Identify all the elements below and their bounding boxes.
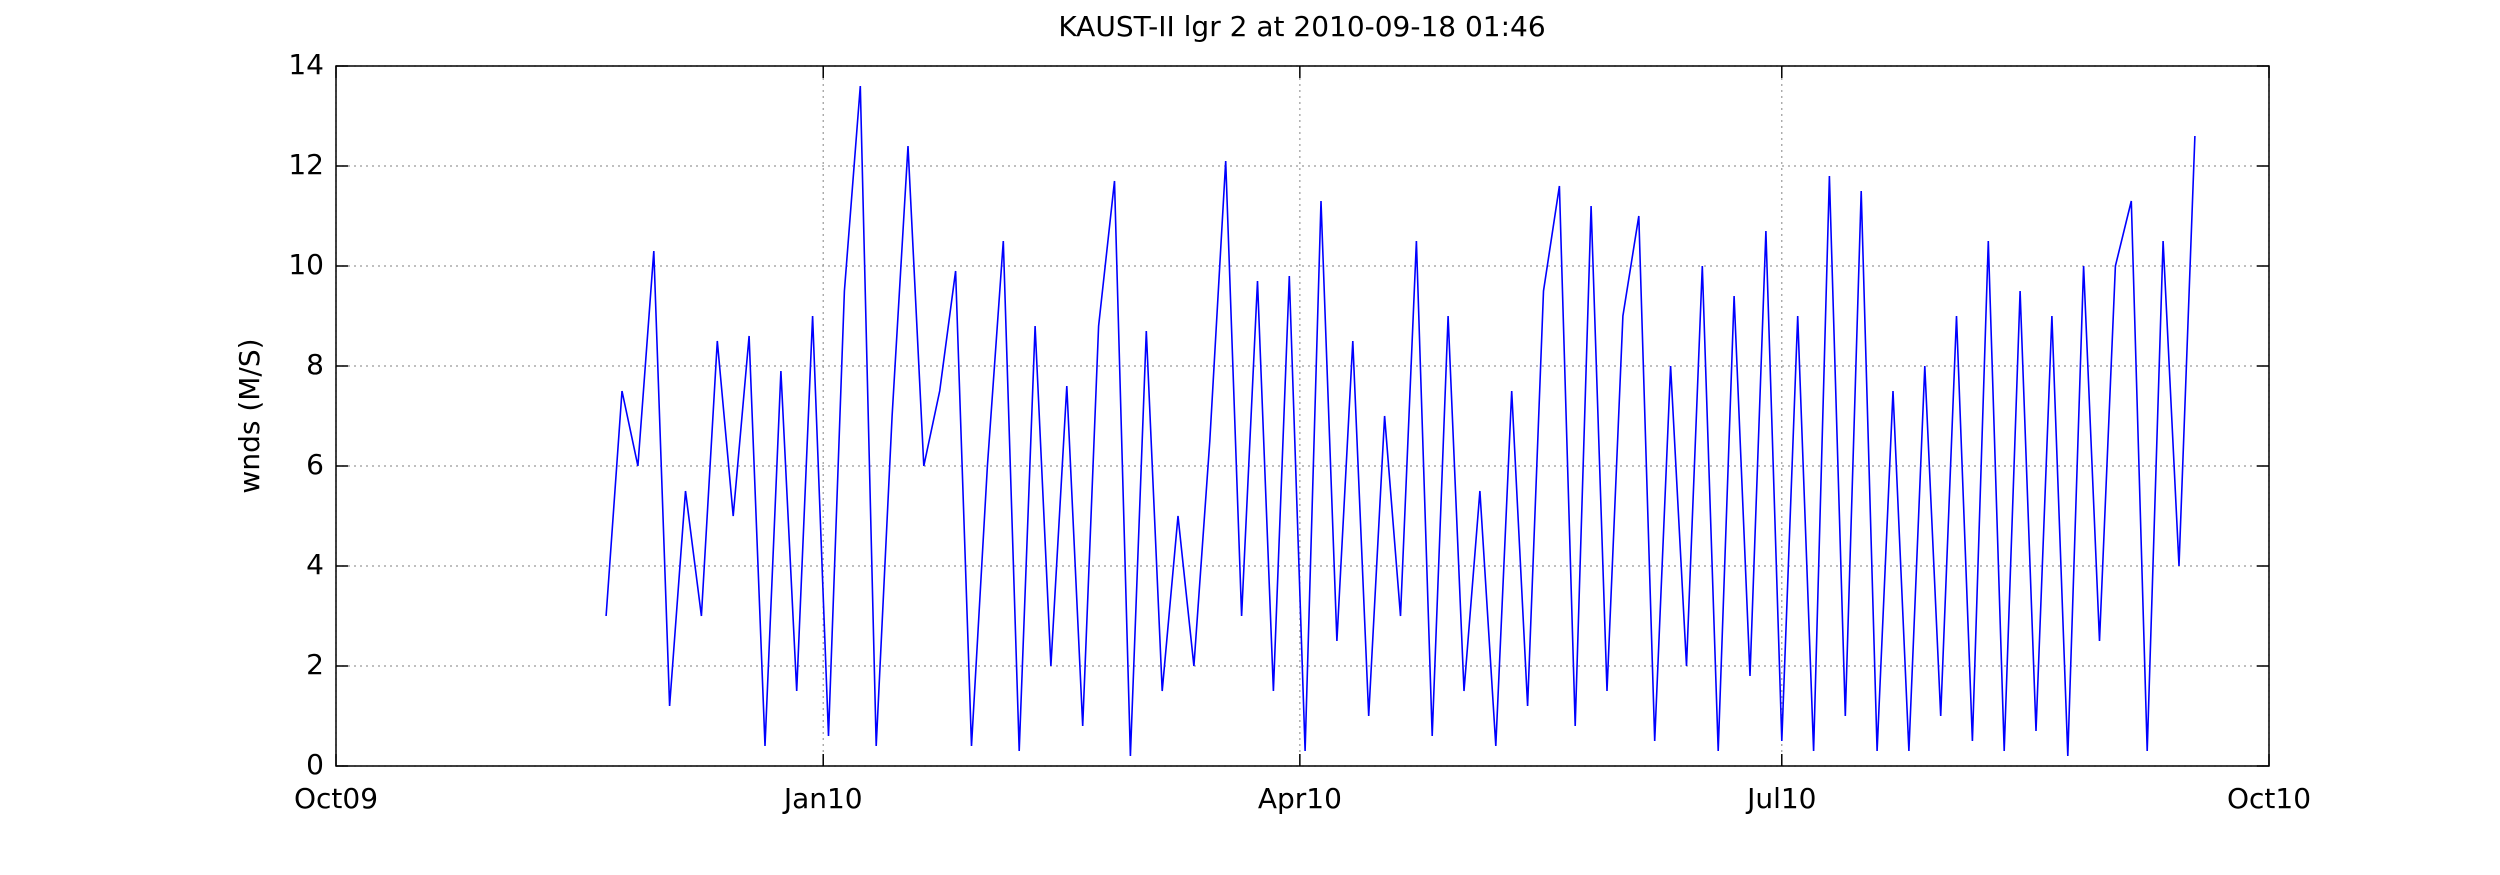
x-tick-label: Oct09 — [294, 782, 378, 815]
y-axis-label: wnds (M/S) — [233, 338, 266, 493]
y-tick-label: 2 — [306, 648, 324, 681]
chart-title: KAUST-II lgr 2 at 2010-09-18 01:46 — [1058, 10, 1545, 43]
y-tick-label: 10 — [288, 248, 324, 281]
y-tick-label: 0 — [306, 748, 324, 781]
plot-frame — [335, 65, 2270, 767]
y-tick-label: 12 — [288, 148, 324, 181]
y-tick-label: 6 — [306, 448, 324, 481]
x-tick-label: Apr10 — [1258, 782, 1342, 815]
data-line — [605, 85, 2196, 757]
x-tick-label: Jul10 — [1745, 782, 1816, 815]
y-tick-label: 8 — [306, 348, 324, 381]
y-tick-label: 4 — [306, 548, 324, 581]
x-tick-label: Oct10 — [2227, 782, 2311, 815]
x-tick-label: Jan10 — [782, 782, 863, 815]
y-tick-label: 14 — [288, 48, 324, 81]
